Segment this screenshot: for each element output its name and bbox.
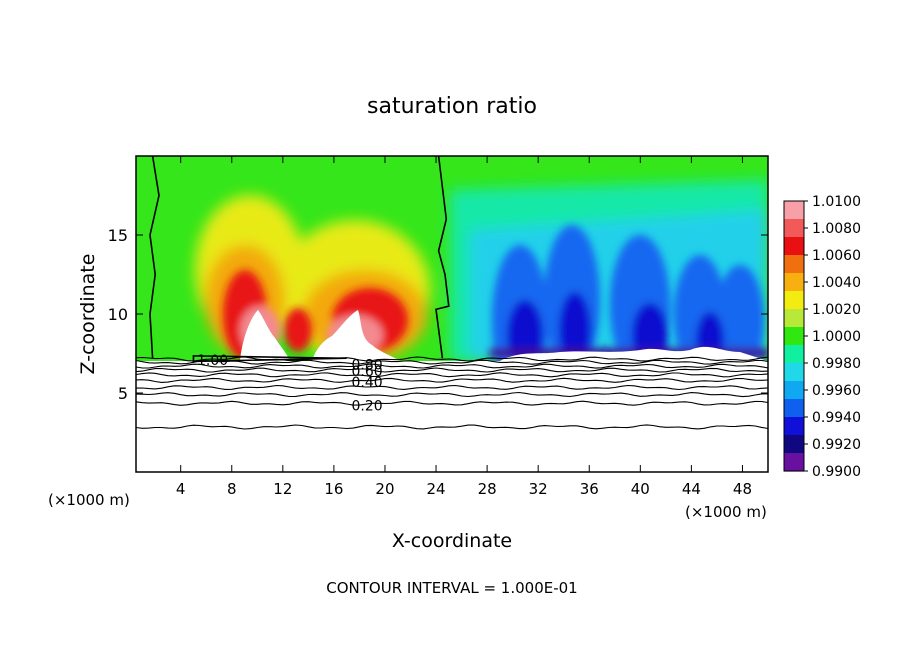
colorbar-swatch [784,453,804,472]
x-tick-label: 32 [529,480,548,498]
x-axis-ticks: 4 8 12 16 20 24 28 32 36 40 44 48 [176,156,752,498]
colorbar-label: 1.0000 [812,329,861,345]
x-unit-right: (×1000 m) [685,503,767,521]
colorbar-label: 0.9980 [812,356,861,372]
field-white-patch [312,310,400,361]
colorbar-swatch [784,201,804,220]
x-tick-label: 40 [631,480,650,498]
x-tick-label: 16 [324,480,343,498]
contour-lines [136,356,768,430]
colorbar-label: 1.0060 [812,248,861,264]
colorbar-swatch [784,291,804,310]
contour-labels: 1.00 0.800.600.40 0.20 [197,353,383,415]
field-blue-column [716,265,764,375]
x-tick-label: 36 [580,480,599,498]
colorbar-label: 0.9960 [812,383,861,399]
contour-label: 0.40 [352,375,383,391]
colorbar-label: 1.0100 [812,194,861,210]
colorbar: 1.0100 1.0080 1.0060 1.0040 1.0020 1.0000 0.99… [783,194,861,480]
contour-line [136,384,768,391]
colorbar-swatch [784,255,804,274]
colorbar-label: 0.9920 [812,437,861,453]
x-axis-label: X-coordinate [392,530,512,552]
colorbar-label: 1.0080 [812,221,861,237]
x-tick-label: 48 [733,480,752,498]
colorbar-swatch [784,381,804,400]
colorbar-swatch [784,417,804,436]
contour-line [136,424,768,430]
contour-line [136,359,768,365]
colorbar-swatch [784,345,804,364]
x-tick-label: 24 [426,480,445,498]
field-white-patch [240,310,290,361]
colorbar-swatch [784,435,804,454]
s-equal-1-contour [435,156,450,359]
contour-line [136,391,768,398]
colorbar-swatch [784,237,804,256]
x-tick-label: 8 [227,480,237,498]
contour-line [136,400,768,406]
y-axis-label: Z-coordinate [77,254,99,375]
contour-label: 0.80 [352,358,383,374]
x-tick-label: 44 [682,480,701,498]
y-tick-label: 5 [118,384,128,403]
colorbar-swatch [784,309,804,328]
s-equal-1-contour [192,355,347,363]
colorbar-label: 1.0040 [812,275,861,291]
colorbar-label: 1.0020 [812,302,861,318]
colorbar-label: 0.9940 [812,410,861,426]
y-tick-label: 15 [108,226,128,245]
s-equal-1-boundaries [149,156,450,363]
contour-line [136,363,768,369]
contour-label: 1.00 [197,353,228,369]
contour-line [136,372,768,378]
colorbar-swatch [784,273,804,292]
x-tick-label: 4 [176,480,186,498]
x-tick-label: 28 [478,480,497,498]
contour-line [136,367,768,373]
contour-interval-footer: CONTOUR INTERVAL = 1.000E-01 [326,579,577,597]
contour-label: 0.60 [352,364,383,380]
colorbar-swatch [784,327,804,346]
x-tick-label: 20 [375,480,394,498]
field-red-plume-center [284,308,312,352]
contour-label: 0.20 [352,399,383,415]
contour-line [136,377,768,383]
colorbar-label: 0.9900 [812,464,861,480]
chart-title: saturation ratio [367,94,537,119]
y-axis-ticks: 5 10 15 [108,226,768,403]
field-subcloud-region [136,361,768,472]
x-unit-left: (×1000 m) [48,491,130,509]
colorbar-swatch [784,399,804,418]
x-tick-label: 12 [273,480,292,498]
colorbar-swatch [784,363,804,382]
y-tick-label: 10 [108,305,128,324]
colorbar-swatch [784,219,804,238]
s-equal-1-contour [149,156,160,359]
saturation-field [136,156,768,472]
